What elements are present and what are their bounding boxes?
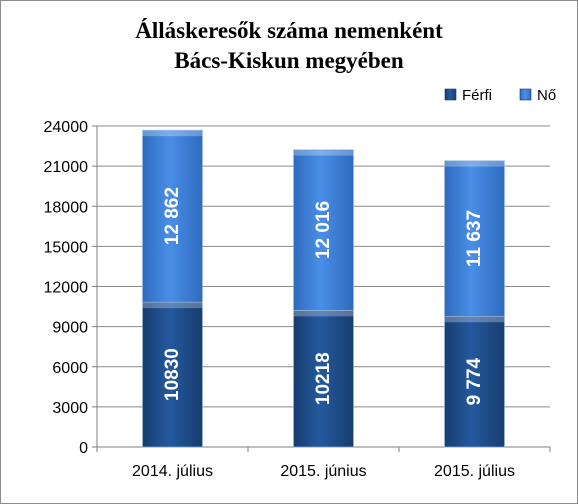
y-tick-label: 9000 [52, 320, 88, 337]
bar-ferfi [142, 301, 203, 448]
data-label-ferfi: 10218 [313, 352, 334, 405]
bar-bevel [142, 302, 203, 309]
bar-bevel [444, 316, 505, 323]
y-tick-label: 18000 [44, 199, 89, 216]
bar-no [293, 149, 354, 311]
bar-bevel [444, 160, 505, 167]
axes: 0 3000 6000 9000 12000 15000 18000 21000 24000 20… [44, 119, 551, 480]
legend-swatch-no [519, 88, 532, 101]
data-label-no: 12 016 [313, 201, 334, 259]
legend-swatch-ferfi [444, 88, 457, 101]
chart-title: Álláskeresők száma nemenként Bács-Kiskun… [0, 16, 578, 76]
chart-title-line1: Álláskeresők száma nemenként [135, 18, 443, 43]
x-category-label: 2014. július [132, 463, 213, 480]
bar-ferfi [293, 310, 354, 448]
y-tick-label: 21000 [44, 159, 89, 176]
legend-label-no: Nő [537, 87, 556, 104]
y-tick-label: 6000 [52, 360, 88, 377]
data-label-ferfi: 10830 [162, 348, 183, 401]
bar-bevel [293, 310, 354, 317]
legend: Férfi Nő [444, 87, 556, 104]
bar-no [142, 129, 203, 303]
y-tick-label: 0 [79, 440, 88, 457]
bars [142, 129, 505, 448]
y-tick-label: 12000 [44, 280, 89, 297]
bar-no [444, 160, 505, 317]
bar-bevel [142, 130, 203, 137]
legend-label-ferfi: Férfi [462, 87, 492, 104]
data-label-no: 12 862 [162, 187, 183, 245]
y-tick-label: 24000 [44, 119, 89, 136]
y-tick-label: 15000 [44, 239, 89, 256]
data-labels: 10830 12 862 10218 12 016 9 774 11 637 [162, 187, 485, 405]
y-tick-label: 3000 [52, 400, 88, 417]
bar-bevel [293, 149, 354, 156]
x-category-label: 2015. július [434, 463, 515, 480]
data-label-ferfi: 9 774 [464, 357, 485, 405]
x-category-label: 2015. június [280, 463, 366, 480]
data-label-no: 11 637 [464, 210, 485, 267]
chart-title-line2: Bács-Kiskun megyében [174, 48, 404, 73]
